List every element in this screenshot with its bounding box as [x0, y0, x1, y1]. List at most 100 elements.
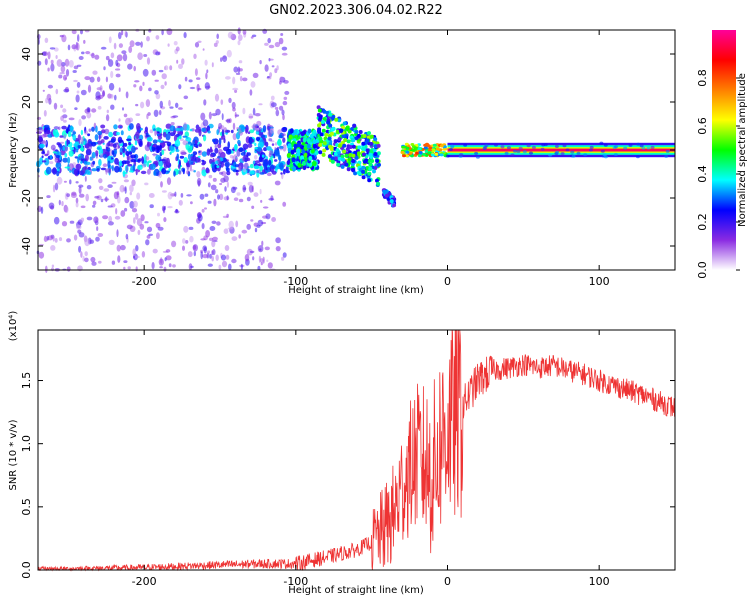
spectrogram-cell	[118, 31, 122, 40]
spectrogram-cell	[288, 134, 293, 140]
spectrogram-cell	[261, 154, 265, 158]
spectrogram-cell	[214, 164, 218, 169]
spectrogram-cell	[107, 205, 113, 208]
spectrogram-cell	[238, 34, 243, 41]
spectrogram-cell	[130, 154, 137, 159]
spectrogram-cell	[423, 143, 428, 147]
spectrogram-cell	[223, 127, 227, 133]
spectrogram-cell	[389, 199, 394, 204]
spectrogram-cell	[244, 254, 250, 262]
spectrogram-cell	[351, 144, 356, 149]
spectrogram-cell	[93, 216, 99, 224]
spectrogram-cell	[219, 171, 224, 175]
spectrogram-cell	[84, 76, 91, 81]
spectrogram-cell	[274, 41, 281, 48]
spectrogram-cell	[91, 261, 97, 266]
spectrogram-cell	[238, 234, 241, 239]
spectrogram-cell	[56, 170, 60, 177]
spectrogram-cell	[254, 142, 257, 147]
colorbar: 0.0 0.2 0.4 0.6 0.8 Normalized spectral ampl…	[696, 30, 748, 279]
spectrogram-cell	[168, 168, 171, 172]
spectrogram-cell	[400, 151, 405, 154]
snr-series-line	[37, 329, 676, 572]
colorbar-ticks: 0.0 0.2 0.4 0.6 0.8	[696, 69, 740, 279]
spectrogram-cell	[282, 137, 286, 143]
spectrogram-cell	[259, 188, 262, 195]
spectrogram-cell	[182, 135, 188, 138]
spectrogram-cell	[220, 254, 227, 261]
spectrogram-cell	[614, 145, 618, 149]
spectrogram-cell	[105, 114, 110, 122]
spectrogram-cell	[250, 36, 254, 39]
spectrogram-cell	[282, 252, 287, 258]
spectrogram-cell	[137, 52, 143, 60]
spectrogram-cell	[226, 170, 231, 176]
spectrogram-cell	[100, 124, 106, 129]
spectrogram-cell	[543, 143, 548, 147]
spectrogram-cell	[83, 39, 86, 44]
spectrogram-cell	[98, 158, 102, 167]
spectrogram-cell	[189, 235, 194, 243]
spectrogram-cell	[361, 175, 366, 180]
spectrogram-cell	[570, 150, 575, 154]
spectrogram-cell	[257, 219, 264, 227]
spectrogram-cell	[362, 159, 367, 164]
spectrogram-cell	[183, 95, 189, 100]
spectrogram-cell	[91, 141, 97, 147]
spectrogram-cell	[91, 168, 98, 172]
spectrogram-cell	[103, 66, 106, 71]
spectrogram-cell	[262, 206, 269, 209]
spectrogram-cell	[104, 128, 110, 135]
spectrogram-cell	[152, 248, 158, 254]
spectrogram-cell	[356, 133, 361, 138]
spectrogram-cell	[223, 175, 229, 183]
spectrogram-cell	[193, 53, 197, 59]
spectrogram-cell	[201, 162, 206, 166]
spectrogram-cell	[55, 155, 60, 158]
spectrogram-cell	[55, 162, 62, 169]
spectrogram-cell	[190, 146, 193, 150]
spectrogram-cell	[254, 113, 261, 117]
y-tick-label: 1.0	[20, 435, 33, 453]
spectrogram-cell	[67, 44, 71, 51]
spectrogram-cell	[62, 157, 69, 163]
spectrogram-cell	[253, 165, 260, 170]
spectrogram-cell	[168, 131, 171, 134]
spectrogram-cell	[207, 130, 211, 134]
spectrogram-cell	[330, 159, 335, 164]
spectrogram-cell	[194, 156, 201, 163]
spectrogram-cell	[67, 131, 72, 138]
spectrogram-cell	[202, 254, 209, 259]
spectrogram-cell	[410, 143, 415, 146]
spectrogram-cell	[126, 138, 132, 142]
spectrogram-cell	[266, 259, 269, 263]
spectrogram-cell	[50, 59, 54, 65]
spectrogram-cell	[204, 193, 209, 197]
spectrogram-cell	[115, 68, 121, 71]
spectrogram-cell	[135, 103, 139, 107]
spectrogram-cell	[172, 264, 176, 268]
spectrogram-cell	[75, 163, 82, 171]
spectrogram-cell	[111, 181, 117, 184]
spectrogram-cell	[122, 146, 126, 154]
spectrogram-cell	[103, 154, 107, 159]
spectrogram-cell	[124, 196, 130, 204]
spectrogram-cell	[92, 200, 97, 206]
spectrogram-cell	[100, 46, 107, 50]
spectrogram-cell	[278, 154, 282, 162]
spectrogram-cell	[337, 137, 342, 142]
spectrogram-cell	[254, 147, 258, 150]
spectrogram-cell	[274, 68, 278, 74]
spectrogram-cell	[142, 68, 149, 77]
spectrogram-cell	[635, 155, 640, 159]
spectrogram-cell	[144, 182, 149, 186]
spectrogram-cell	[142, 81, 145, 86]
spectrogram-cell	[303, 156, 308, 162]
spectrogram-cell	[237, 139, 241, 145]
spectrogram-cell	[199, 193, 205, 200]
spectrogram-cell	[114, 165, 120, 173]
spectrogram-cell	[353, 171, 358, 176]
spectrogram-cell	[331, 114, 336, 119]
spectrogram-cell	[402, 154, 406, 158]
